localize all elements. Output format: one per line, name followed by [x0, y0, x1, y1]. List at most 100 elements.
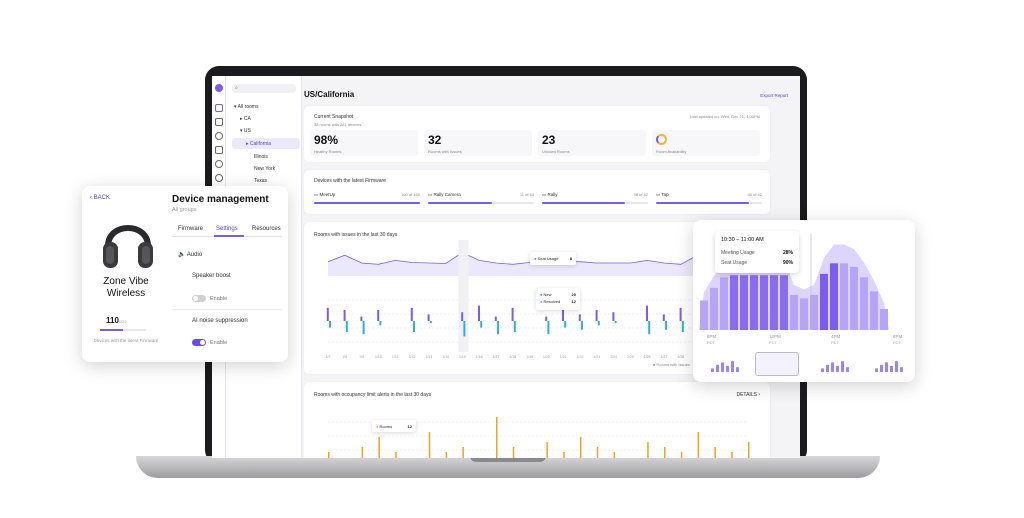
home-icon[interactable]: [215, 104, 223, 112]
usage-bar: [740, 275, 748, 330]
stat-value: 23: [542, 133, 556, 147]
occupancy-bar: [378, 437, 380, 458]
usage-bar: [710, 287, 718, 330]
noise-toggle-label: Enable: [210, 340, 228, 346]
noise-suppression-toggle[interactable]: [192, 339, 206, 346]
firmware-card: Devices with the latest Firmware ▭ MeetU…: [304, 170, 770, 214]
firmware-item[interactable]: ▭ Rally 38 of 42: [542, 192, 648, 210]
tree-item[interactable]: Illinois: [254, 154, 268, 160]
devices-icon[interactable]: [215, 146, 223, 154]
gear-icon[interactable]: [215, 174, 223, 182]
x-tick-label: 1/28: [677, 355, 684, 359]
device-card-title: Device management: [172, 194, 269, 205]
stat-healthy[interactable]: 98% Healthy Rooms: [310, 130, 418, 156]
resolved-issue-bar: [362, 321, 365, 335]
details-link[interactable]: DETAILS ›: [736, 392, 760, 398]
cloud-icon[interactable]: [215, 132, 223, 140]
resolved-issue-bar: [665, 321, 667, 330]
firmware-device-name: ▭ Tap: [656, 192, 669, 197]
occupancy-bar: [395, 452, 397, 458]
thumbnail-bar: [821, 368, 824, 372]
occupancy-title: Rooms with occupancy limit alerts in the…: [314, 392, 431, 398]
usage-bar: [850, 266, 858, 330]
export-report-link[interactable]: Export Report: [760, 93, 788, 98]
stat-issues[interactable]: 32 Rooms with Issues: [424, 130, 532, 156]
meeting-usage-value: 28%: [782, 250, 793, 256]
tree-item[interactable]: ▾ US: [240, 128, 251, 134]
firmware-count: 160 of 160: [401, 192, 420, 197]
new-issue-bar: [461, 312, 464, 321]
resolved-issue-bar: [597, 321, 600, 326]
issues-chart-card: Rooms with issues in the last 30 days 1/…: [304, 222, 770, 374]
x-tick-label: 1/7: [326, 355, 331, 359]
occupancy-bar: [445, 452, 448, 458]
thumbnail-2-selected[interactable]: [755, 352, 799, 376]
x-tick-label: 1/9: [359, 355, 364, 359]
back-button[interactable]: ‹ BACK: [90, 195, 111, 201]
thumbnail-bar: [736, 367, 739, 372]
x-tick-sub: PDT: [893, 340, 902, 345]
speaker-boost-toggle[interactable]: [192, 295, 206, 302]
firmware-device-name: ▭ Rally: [542, 192, 558, 197]
occupancy-tooltip: ● Rooms 12: [372, 420, 416, 432]
thumbnail-bar: [826, 364, 829, 372]
last-updated: Last updated on: Wed, Dec 21, 4:00PM: [690, 114, 760, 119]
rooms-icon[interactable]: [215, 118, 223, 126]
device-card-subtitle: All groups: [172, 207, 197, 213]
device-management-card: ‹ BACK Device management All groups Zone…: [82, 186, 288, 362]
thumbnail-bar: [831, 362, 834, 372]
thumbnail-bar: [885, 362, 888, 372]
seat-usage-label: Seat Usage: [721, 260, 748, 266]
usage-bar: [780, 275, 788, 330]
tree-item[interactable]: New York: [254, 166, 276, 172]
tab-indicator: [214, 235, 244, 237]
tree-item[interactable]: ▸ CA: [240, 116, 251, 122]
new-issue-bar: [562, 303, 564, 321]
thumbnail-bar: [716, 364, 719, 372]
firmware-count: 38 of 42: [633, 192, 648, 197]
x-tick-label: 1/23: [593, 355, 600, 359]
stat-label: Healthy Rooms: [314, 149, 342, 154]
firmware-item[interactable]: ▭ Rally Camera 11 of 53: [428, 192, 534, 210]
tree-item-selected[interactable]: ▸ California: [246, 141, 272, 147]
resolved-issue-bar: [513, 321, 516, 332]
stat-availability[interactable]: Room Availability: [652, 130, 760, 156]
tree-item[interactable]: Texas: [254, 178, 268, 184]
occupancy-bar: [328, 452, 330, 458]
stat-label: Unused Rooms: [542, 149, 570, 154]
x-tick-label: 1/17: [493, 355, 500, 359]
usage-tooltip: 10:30 – 11:00 AM Meeting Usage 28% Seat …: [715, 231, 799, 273]
firmware-item[interactable]: ▭ MeetUp 160 of 160: [314, 192, 420, 210]
thumbnail-4[interactable]: [865, 352, 909, 376]
new-issue-bar: [343, 310, 346, 321]
thumbnail-3[interactable]: [811, 352, 855, 376]
stat-value: 32: [428, 133, 442, 147]
laptop-base: [136, 456, 880, 478]
stat-label: Rooms with Issues: [428, 149, 462, 154]
search-input[interactable]: ⌕: [232, 84, 296, 93]
firmware-device-name: ▭ Rally Camera: [428, 192, 461, 197]
stat-unused[interactable]: 23 Unused Rooms: [538, 130, 646, 156]
thumbnail-1[interactable]: [701, 352, 741, 376]
x-tick-label: 1/27: [661, 355, 668, 359]
new-issue-bar: [662, 314, 665, 321]
tab-firmware[interactable]: Firmware: [178, 226, 203, 232]
thumbnail-bar: [836, 366, 839, 372]
firmware-item[interactable]: ▭ Tap 40 of 42: [656, 192, 762, 210]
usage-bar: [790, 294, 798, 330]
x-tick-label: 1/11: [392, 355, 399, 359]
tree-item[interactable]: ▾ All rooms: [234, 104, 259, 110]
occupancy-bar: [680, 452, 683, 458]
thumbnail-bar: [895, 361, 898, 372]
insights-icon[interactable]: [215, 160, 223, 168]
new-issue-bar: [494, 316, 497, 321]
audio-section: 🔈 Audio: [178, 252, 203, 258]
occupancy-chart-card: Rooms with occupancy limit alerts in the…: [304, 382, 770, 458]
count-progress: [100, 329, 146, 331]
firmware-progress: [428, 202, 534, 204]
tab-settings[interactable]: Settings: [216, 226, 238, 232]
firmware-count: 11 of 53: [519, 192, 534, 197]
tab-resources[interactable]: Resources: [252, 226, 281, 232]
thumbnail-bar: [846, 367, 849, 372]
x-tick-label: 1/26: [644, 355, 651, 359]
